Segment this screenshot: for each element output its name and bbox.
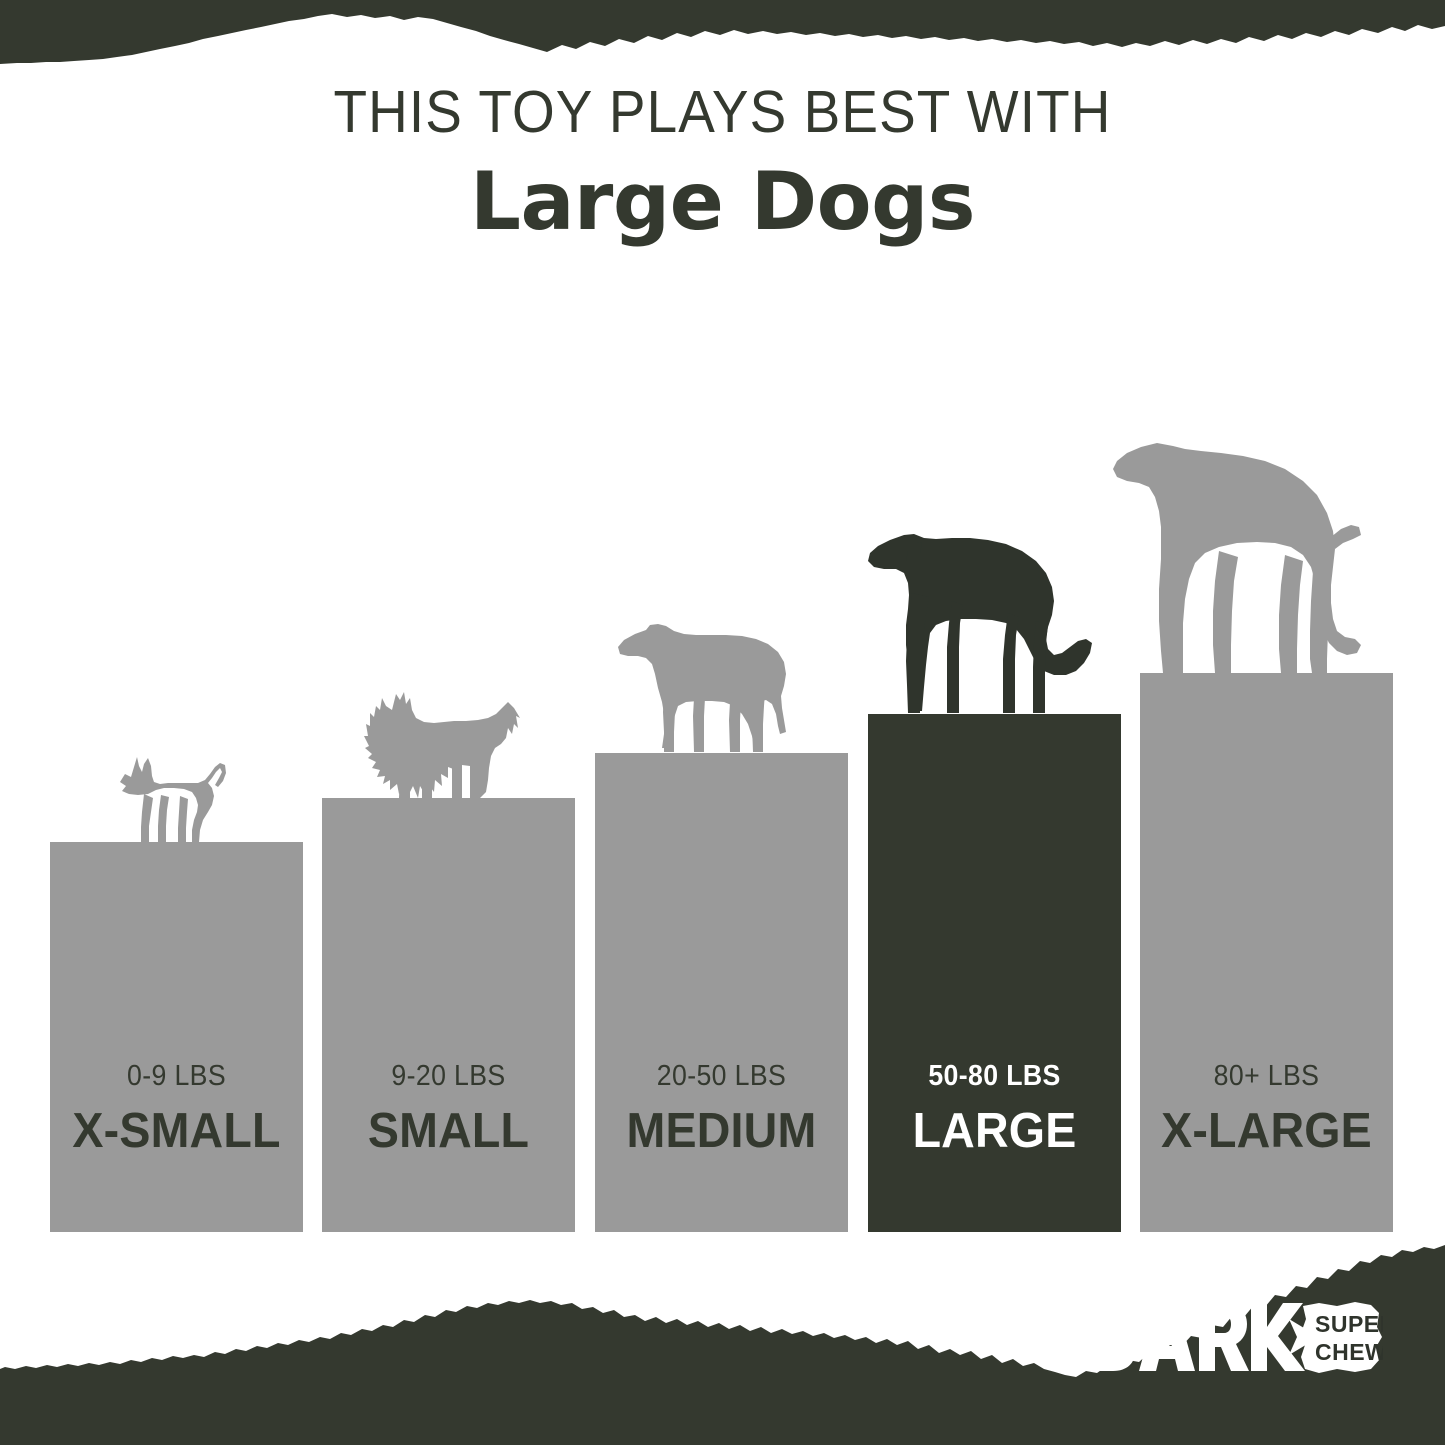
bar-label-group: 50-80 LBS LARGE bbox=[868, 1060, 1121, 1159]
great-dane-silhouette bbox=[1113, 443, 1361, 673]
bar-label-group: 0-9 LBS X-SMALL bbox=[50, 1060, 303, 1159]
bar-weight-label: 9-20 LBS bbox=[391, 1060, 506, 1092]
bar-x-small[interactable]: 0-9 LBS X-SMALL bbox=[50, 842, 303, 1232]
bar-weight-label: 0-9 LBS bbox=[127, 1060, 226, 1092]
bar-label-group: 20-50 LBS MEDIUM bbox=[595, 1060, 848, 1159]
terrier-silhouette bbox=[364, 692, 520, 798]
kicker-text: THIS TOY PLAYS BEST WITH bbox=[333, 79, 1112, 145]
bar-x-large[interactable]: 80+ LBS X-LARGE bbox=[1140, 673, 1393, 1232]
bar-label-group: 9-20 LBS SMALL bbox=[322, 1060, 575, 1159]
bar-weight-label: 50-80 LBS bbox=[928, 1060, 1061, 1092]
logo-line-1: SUPER bbox=[1315, 1311, 1383, 1337]
bar-large[interactable]: 50-80 LBS LARGE bbox=[868, 714, 1121, 1232]
bar-fill bbox=[595, 753, 848, 1232]
bar-size-label: X-SMALL bbox=[72, 1104, 281, 1158]
bark-super-chewer-logo: SUPER CHEWER bbox=[1087, 1302, 1383, 1373]
bar-label-group: 80+ LBS X-LARGE bbox=[1140, 1060, 1393, 1159]
bar-small[interactable]: 9-20 LBS SMALL bbox=[322, 798, 575, 1232]
page-title: Large Dogs bbox=[469, 154, 976, 248]
bar-size-label: MEDIUM bbox=[626, 1104, 817, 1158]
heading-block: THIS TOY PLAYS BEST WITH Large Dogs bbox=[0, 79, 1445, 248]
bar-weight-label: 20-50 LBS bbox=[656, 1060, 787, 1092]
chihuahua-silhouette bbox=[120, 757, 226, 842]
bar-size-label: X-LARGE bbox=[1161, 1104, 1372, 1158]
super-chewer-plaque: SUPER CHEWER bbox=[1301, 1302, 1383, 1373]
bar-fill bbox=[50, 842, 303, 1232]
bar-fill bbox=[868, 714, 1121, 1232]
retriever-silhouette bbox=[868, 534, 1092, 713]
bark-wordmark-icon bbox=[1087, 1303, 1319, 1371]
bar-fill bbox=[1140, 673, 1393, 1232]
bar-size-label: SMALL bbox=[367, 1104, 530, 1158]
logo-line-2: CHEWER bbox=[1315, 1339, 1383, 1365]
bar-weight-label: 80+ LBS bbox=[1213, 1060, 1320, 1092]
bar-medium[interactable]: 20-50 LBS MEDIUM bbox=[595, 753, 848, 1232]
labrador-silhouette bbox=[618, 624, 786, 752]
bar-size-label: LARGE bbox=[912, 1104, 1077, 1158]
bar-fill bbox=[322, 798, 575, 1232]
